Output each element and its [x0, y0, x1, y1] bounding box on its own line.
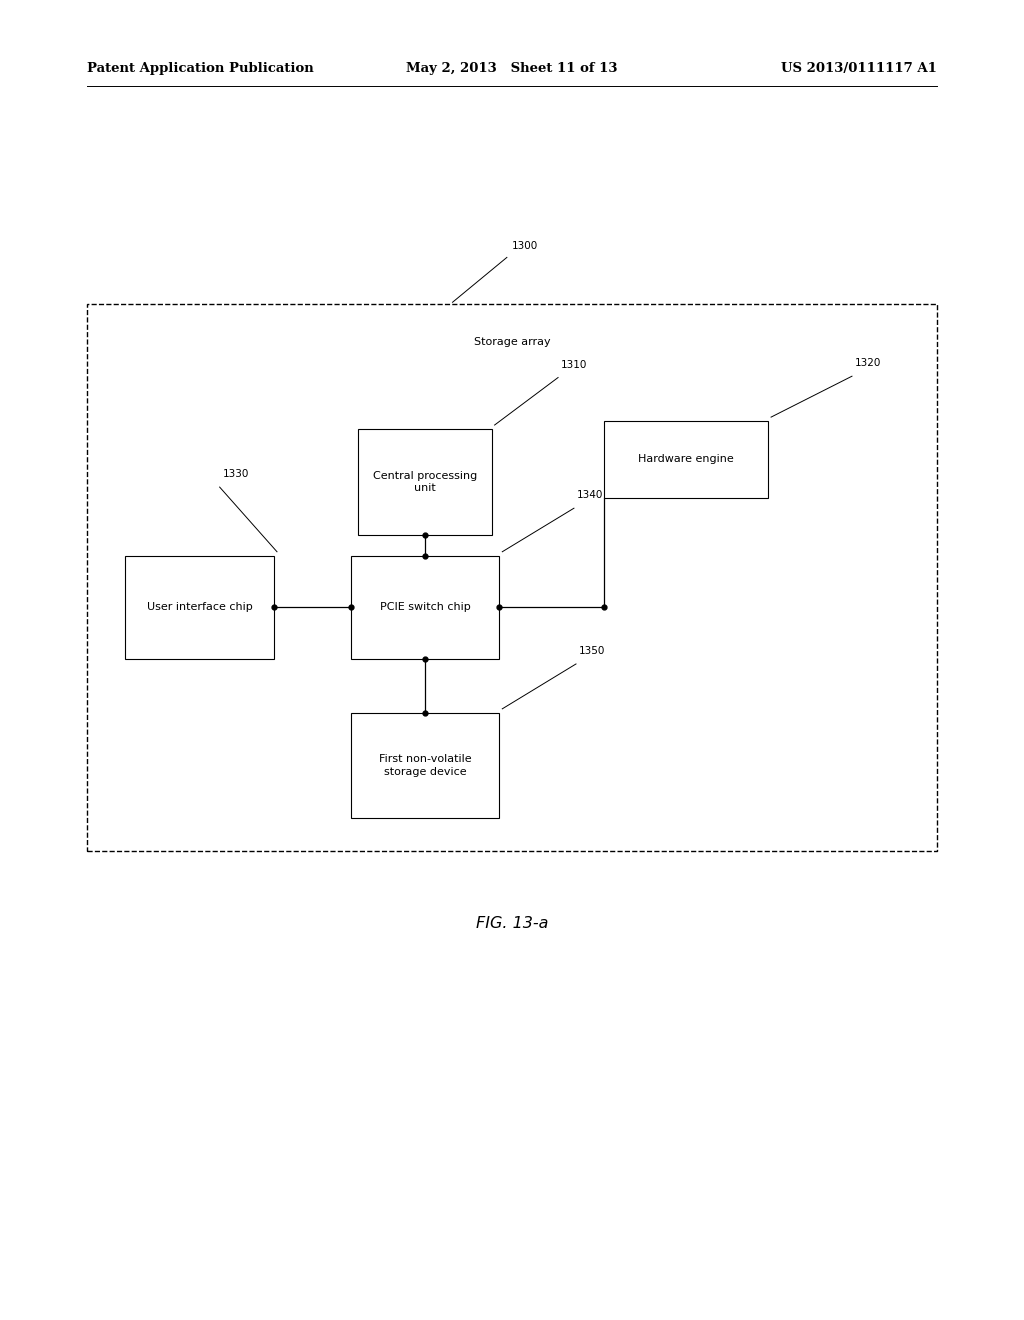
Bar — [604, 421, 768, 498]
Bar — [358, 429, 492, 535]
Text: May 2, 2013   Sheet 11 of 13: May 2, 2013 Sheet 11 of 13 — [407, 62, 617, 75]
Text: 1310: 1310 — [561, 359, 588, 370]
Text: 1330: 1330 — [223, 469, 249, 479]
Text: User interface chip: User interface chip — [146, 602, 253, 612]
Text: Hardware engine: Hardware engine — [638, 454, 734, 465]
Bar — [350, 713, 499, 818]
Text: First non-volatile
storage device: First non-volatile storage device — [379, 755, 471, 776]
Bar — [350, 556, 499, 659]
Text: FIG. 13-a: FIG. 13-a — [476, 916, 548, 932]
Text: 1320: 1320 — [855, 358, 882, 368]
Text: US 2013/0111117 A1: US 2013/0111117 A1 — [781, 62, 937, 75]
Text: 1340: 1340 — [578, 490, 603, 500]
Text: 1350: 1350 — [580, 645, 605, 656]
Text: PCIE switch chip: PCIE switch chip — [380, 602, 470, 612]
Bar — [126, 556, 274, 659]
Text: Central processing
unit: Central processing unit — [373, 471, 477, 492]
Bar — [87, 304, 937, 851]
Text: 1300: 1300 — [512, 240, 539, 251]
Text: Storage array: Storage array — [474, 337, 550, 347]
Text: Patent Application Publication: Patent Application Publication — [87, 62, 313, 75]
